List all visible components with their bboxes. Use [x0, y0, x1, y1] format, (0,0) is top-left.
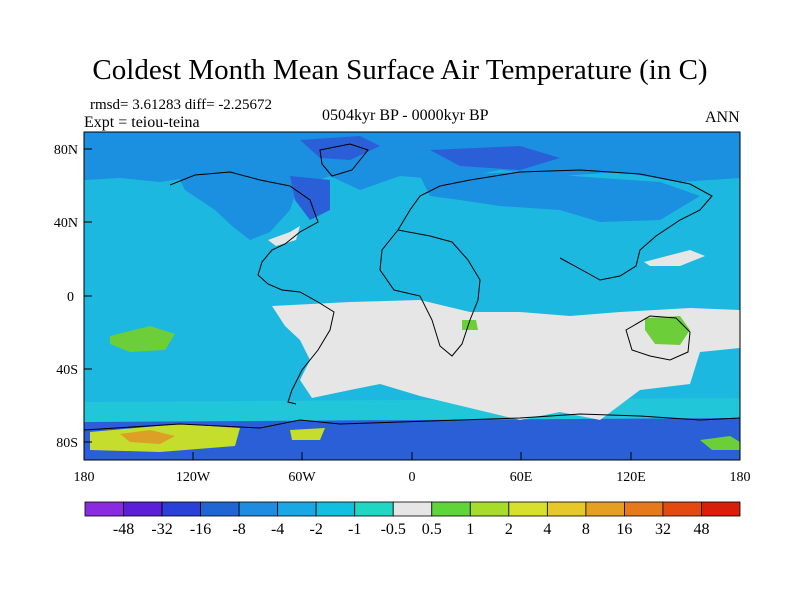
- colorbar-label: 8: [582, 521, 590, 538]
- colorbar-label: -1: [348, 521, 361, 538]
- coast-eurasia: [397, 169, 713, 281]
- map-title: Coldest Month Mean Surface Air Temperatu…: [92, 54, 708, 86]
- field-dark-blue-siberia: [430, 146, 560, 170]
- lon-tick-120e: 120E: [616, 470, 646, 485]
- colorbar-swatch: [508, 501, 548, 517]
- lat-tick-40n: 40N: [54, 216, 78, 231]
- colorbar-label: -4: [271, 521, 284, 538]
- colorbar-label: 32: [655, 521, 671, 538]
- colorbar-label: 4: [543, 521, 551, 538]
- lon-tick-60e: 60E: [510, 470, 533, 485]
- lon-tick-60w: 60W: [288, 470, 316, 485]
- experiment-label: Expt = teiou-teina: [84, 114, 200, 131]
- colorbar-label: -0.5: [381, 521, 406, 538]
- field-green-pacific-south: [110, 326, 175, 352]
- field-green-antarctic-east: [700, 436, 740, 450]
- field-green-australia: [645, 316, 690, 345]
- field-neutral-pacific: [644, 250, 705, 266]
- coastlines: [83, 143, 741, 431]
- lon-tick-120w: 120W: [176, 470, 211, 485]
- colorbar-swatch: [238, 501, 279, 517]
- lat-tick-0: 0: [67, 290, 74, 305]
- colorbar-swatch: [546, 501, 587, 517]
- field-neutral-north-atlantic: [268, 226, 300, 246]
- field-mid-blue-eurasia: [420, 172, 700, 222]
- temperature-field: [84, 132, 740, 460]
- colorbar-label: -16: [190, 521, 211, 538]
- field-green-madagascar: [462, 320, 478, 330]
- coast-south-america: [281, 289, 335, 405]
- field-mid-blue-north-america: [175, 168, 300, 240]
- colorbar-swatch: [701, 501, 741, 517]
- colorbar-label: -32: [151, 521, 172, 538]
- coast-greenland: [319, 143, 369, 177]
- lat-tick-40s: 40S: [56, 363, 78, 378]
- lon-tick-180e: 180: [730, 470, 751, 485]
- field-dark-blue-canada: [290, 176, 330, 220]
- rmsd-stat: rmsd= 3.61283 diff= -2.25672: [90, 96, 272, 114]
- lat-tick-80s: 80S: [56, 436, 78, 451]
- colorbar-label: -48: [113, 521, 134, 538]
- field-neutral-south-atlantic: [272, 300, 740, 420]
- coast-africa: [379, 229, 481, 357]
- colorbar: -48 -32 -16 -8 -4 -2 -1 -0.5 0.5 1 2 4 8 16 32 48: [84, 501, 741, 538]
- colorbar-label: -8: [232, 521, 245, 538]
- lon-tick-180w: 180: [74, 470, 95, 485]
- colorbar-swatch: [469, 501, 510, 517]
- colorbar-swatch: [392, 501, 433, 517]
- colorbar-swatch: [624, 501, 664, 517]
- colorbar-swatch: [662, 501, 702, 517]
- lon-tick-0: 0: [409, 470, 416, 485]
- field-dark-blue-arctic: [300, 136, 380, 160]
- field-yellow-antarctic-peninsula: [290, 428, 325, 440]
- period-label: 0504kyr BP - 0000kyr BP: [322, 107, 489, 124]
- colorbar-label: 16: [616, 521, 632, 538]
- colorbar-swatch: [161, 501, 201, 517]
- coast-australia: [625, 315, 691, 361]
- colorbar-label: -2: [310, 521, 323, 538]
- coast-north-america: [169, 171, 319, 291]
- colorbar-swatch: [431, 501, 471, 517]
- colorbar-label: 48: [693, 521, 709, 538]
- field-orange-antarctic: [120, 430, 175, 444]
- colorbar-swatch: [315, 501, 356, 517]
- lat-tick-80n: 80N: [54, 143, 78, 158]
- colorbar-swatch: [585, 501, 625, 517]
- rmsd-label: rmsd= 3.61283: [90, 97, 181, 113]
- colorbar-swatch: [123, 501, 163, 517]
- diff-label: diff= -2.25672: [184, 97, 273, 113]
- field-light-blue-antarctic-coast: [84, 398, 740, 422]
- colorbar-swatch: [84, 501, 124, 517]
- colorbar-label: 1: [466, 521, 474, 538]
- field-dark-blue-antarctic: [84, 410, 740, 460]
- colorbar-swatch: [200, 501, 240, 517]
- colorbar-label: 0.5: [422, 521, 442, 538]
- colorbar-swatch: [354, 501, 394, 517]
- coast-antarctica: [83, 413, 741, 431]
- tick-marks: [83, 148, 741, 460]
- colorbar-label: 2: [505, 521, 513, 538]
- colorbar-swatch: [277, 501, 317, 517]
- season-label: ANN: [705, 109, 740, 126]
